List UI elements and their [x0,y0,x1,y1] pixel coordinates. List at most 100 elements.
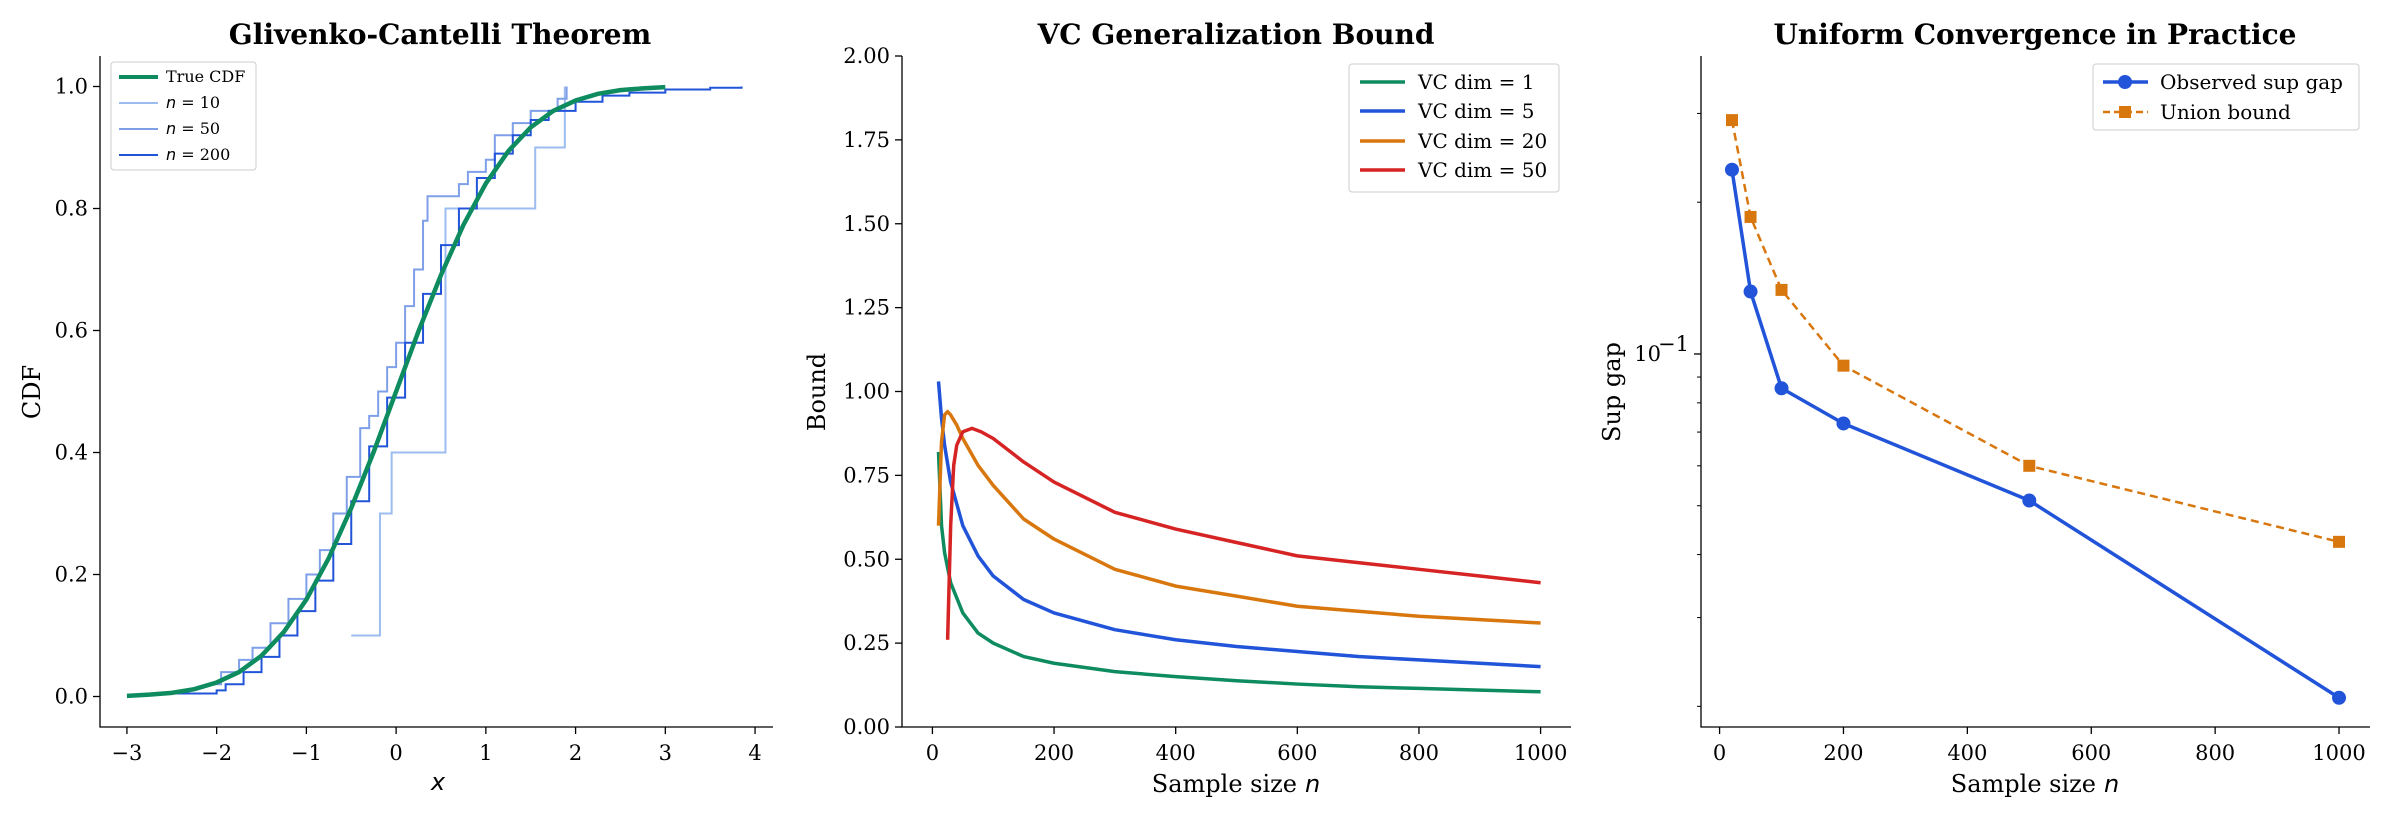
x-axis-label: Sample size n [1152,770,1320,798]
x-tick-label: 3 [659,741,672,765]
x-tick-label: 200 [1034,741,1074,765]
series-line-3 [945,426,1541,640]
legend-entry-vc50: VC dim = 50 [1360,158,1547,182]
series-line-2 [936,409,1541,625]
y-tick-label: 2.00 [843,44,890,68]
series-line-2 [207,86,568,686]
legend-entry-n10: n = 10 [119,93,220,112]
series-line-0 [126,84,666,699]
legend-label: VC dim = 5 [1417,99,1534,123]
x-tick-label: 400 [1156,741,1196,765]
x-axis-label: x [430,768,446,796]
data-point [1724,162,1739,177]
legend-label: n = 10 [166,93,220,112]
y-tick-label: 1.00 [843,380,890,404]
data-point [1775,283,1788,296]
x-tick-label: 800 [2195,741,2235,765]
x-tick-label: 4 [748,741,761,765]
y-tick-label: 0.00 [843,715,890,739]
x-tick-label: 2 [569,741,582,765]
y-tick-label: 0.75 [843,463,890,487]
plot-area [936,381,1541,694]
y-axis-label: CDF [18,365,46,419]
legend-entry-true-cdf: True CDF [119,67,245,86]
legend-label: Observed sup gap [2160,70,2343,94]
legend-marker [2119,106,2131,118]
axis-spines [1700,56,2370,728]
legend-entry-observed: Observed sup gap [2103,70,2343,94]
series-line-1 [1730,119,2340,544]
x-ticks: 0 200 400 600 800 1000 [926,727,1567,765]
legend-label: n = 200 [166,145,230,164]
y-tick-label: 0.25 [843,631,890,655]
y-ticks: 0.0 0.2 0.4 0.6 0.8 1.0 [55,75,100,709]
panel-glivenko-cantelli: Glivenko-Cantelli Theorem −3 −2 −1 0 1 2 3 4 0.… [18,18,773,796]
x-tick-label: −1 [291,741,322,765]
y-ticks: 0.00 0.25 0.50 0.75 1.00 1.25 1.50 1.75 2.00 [843,44,902,739]
y-tick-label: 0.2 [55,563,88,587]
legend-entry-union-bound: Union bound [2103,100,2291,124]
series-line-1 [936,381,1541,669]
axis-spines [99,56,773,728]
axes [1700,56,2370,728]
x-tick-label: 400 [1947,741,1987,765]
x-tick-label: 600 [1277,741,1317,765]
data-point [1836,416,1851,431]
chart-title: Uniform Convergence in Practice [1774,18,2297,51]
x-tick-label: −2 [201,741,232,765]
legend-entry-vc20: VC dim = 20 [1360,129,1547,153]
panel-uniform-convergence: Uniform Convergence in Practice 0 200 400 6… [1598,18,2370,798]
legend-marker [2118,75,2132,89]
y-tick-label: 1.0 [55,75,88,99]
x-tick-label: 1000 [1514,741,1567,765]
x-axis-label: Sample size n [1951,770,2119,798]
x-tick-label: 0 [1713,741,1726,765]
data-point [2022,493,2037,508]
legend-entry-vc5: VC dim = 5 [1360,99,1534,123]
x-ticks: 0 200 400 600 800 1000 [1713,727,2366,765]
data-point [2332,690,2347,705]
data-point [1837,359,1850,372]
series-line-1 [351,86,566,637]
data-point [2023,459,2036,472]
legend-label: VC dim = 1 [1417,70,1534,94]
y-tick-label: 0.0 [55,685,88,709]
legend-label: True CDF [166,67,245,86]
chart-title: Glivenko-Cantelli Theorem [229,18,651,51]
x-tick-label: −3 [111,741,142,765]
y-tick-label: 10 [1634,342,1661,366]
x-tick-label: 0 [389,741,402,765]
y-ticks: 10−1 [1634,112,1701,707]
legend-entry-n200: n = 200 [119,145,230,164]
legend-entry-vc1: VC dim = 1 [1360,70,1534,94]
data-point [1725,114,1738,127]
y-tick-label: 1.50 [843,212,890,236]
y-tick-label: 0.4 [55,441,88,465]
legend-frame [1348,63,1560,193]
legend-frame [2092,63,2360,131]
series-line-0 [1730,169,2340,700]
series-line-3 [171,86,743,695]
y-tick-exponent: −1 [1658,332,1689,356]
x-tick-label: 200 [1823,741,1863,765]
x-tick-label: 1 [479,741,492,765]
plot-area [1724,114,2347,705]
plot-area [126,84,743,699]
x-tick-label: 600 [2071,741,2111,765]
y-axis-label: Bound [803,353,831,431]
data-point [1774,381,1789,396]
x-tick-label: 800 [1399,741,1439,765]
axes [99,56,773,728]
legend: Observed sup gap Union bound [2092,63,2360,131]
y-tick-label: 0.6 [55,319,88,343]
y-tick-label: 0.50 [843,547,890,571]
panel-vc-bound: VC Generalization Bound 0 200 400 600 800 100… [803,18,1571,798]
legend-label: VC dim = 20 [1417,129,1547,153]
legend-label: VC dim = 50 [1417,158,1547,182]
legend-entry-n50: n = 50 [119,119,220,138]
legend-label: Union bound [2160,100,2291,124]
data-point [1743,284,1758,299]
data-point [1744,210,1757,223]
y-tick-label: 0.8 [55,197,88,221]
